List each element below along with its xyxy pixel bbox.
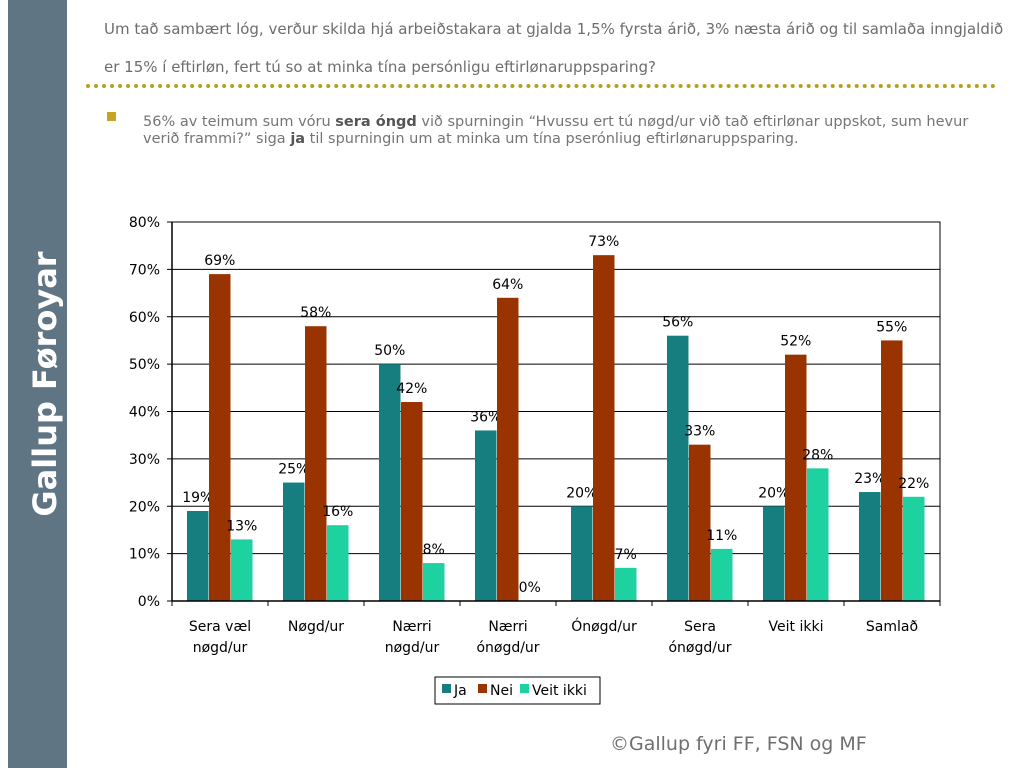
y-tick-label: 10% bbox=[129, 547, 160, 563]
data-label: 20% bbox=[758, 485, 789, 501]
bullet-text-part: við spurningin “Hvussu ert tú nøgd/ur vi… bbox=[143, 114, 969, 147]
y-tick-label: 60% bbox=[129, 310, 160, 326]
bar-veit-ikki bbox=[807, 468, 829, 601]
legend-label: Nei bbox=[490, 683, 513, 699]
data-label: 58% bbox=[300, 305, 331, 321]
bar-nei bbox=[497, 297, 519, 601]
x-tick-label: Ónøgd/ur bbox=[571, 617, 637, 635]
data-label: 73% bbox=[588, 234, 619, 250]
data-label: 23% bbox=[854, 471, 885, 487]
data-label: 42% bbox=[396, 381, 427, 397]
x-tick-label: Nærri bbox=[392, 619, 431, 635]
data-label: 16% bbox=[322, 504, 353, 520]
data-label: 52% bbox=[780, 334, 811, 350]
data-label: 64% bbox=[492, 277, 523, 293]
bullet-bold-part: sera óngd bbox=[335, 114, 417, 130]
legend-label: Veit ikki bbox=[532, 683, 587, 699]
data-label: 36% bbox=[470, 409, 501, 425]
x-tick-label: ónøgd/ur bbox=[668, 640, 731, 656]
x-tick-label: ónøgd/ur bbox=[476, 640, 539, 656]
x-tick-label: nøgd/ur bbox=[385, 640, 440, 656]
y-tick-label: 80% bbox=[129, 215, 160, 231]
y-tick-label: 40% bbox=[129, 405, 160, 421]
bullet-marker bbox=[107, 112, 116, 121]
bar-veit-ikki bbox=[423, 563, 445, 601]
bar-nei bbox=[209, 274, 231, 601]
bar-nei bbox=[401, 402, 423, 601]
y-tick-label: 50% bbox=[129, 357, 160, 373]
x-tick-label: Nøgd/ur bbox=[288, 619, 344, 635]
bullet-text-part: til spurningin um at minka um tína pseró… bbox=[305, 130, 799, 147]
data-label: 33% bbox=[684, 424, 715, 440]
dotted-divider bbox=[86, 84, 996, 88]
legend-swatch bbox=[520, 684, 529, 693]
copyright-text: ©Gallup fyri FF, FSN og MF bbox=[610, 733, 867, 755]
bar-veit-ikki bbox=[327, 525, 349, 601]
x-tick-label: nøgd/ur bbox=[193, 640, 248, 656]
bar-veit-ikki bbox=[903, 496, 925, 601]
data-label: 50% bbox=[374, 343, 405, 359]
data-label: 56% bbox=[662, 315, 693, 331]
bar-nei bbox=[785, 354, 807, 601]
bar-ja bbox=[283, 482, 305, 601]
data-label: 28% bbox=[802, 447, 833, 463]
bar-veit-ikki bbox=[231, 539, 253, 601]
bar-veit-ikki bbox=[615, 567, 637, 601]
data-label: 55% bbox=[876, 319, 907, 335]
data-label: 8% bbox=[423, 542, 445, 558]
bar-ja bbox=[571, 506, 593, 601]
bullet-text-part: 56% av teimum sum vóru bbox=[143, 114, 336, 130]
bar-ja bbox=[667, 335, 689, 601]
bullet-bold-part: ja bbox=[290, 130, 306, 147]
sidebar: Gallup Føroyar bbox=[8, 0, 67, 768]
data-label: 22% bbox=[898, 476, 929, 492]
x-tick-label: Samlað bbox=[866, 619, 918, 635]
data-label: 19% bbox=[182, 490, 213, 506]
x-tick-label: Veit ikki bbox=[769, 619, 824, 635]
bar-ja bbox=[859, 492, 881, 601]
data-label: 13% bbox=[226, 518, 257, 534]
bullet-text: 56% av teimum sum vóru sera óngd við spu… bbox=[143, 114, 973, 147]
bar-nei bbox=[881, 340, 903, 601]
legend-swatch bbox=[478, 684, 487, 693]
question-text: Um tað sambært lóg, verður skilda hjá ar… bbox=[104, 20, 1004, 76]
data-label: 7% bbox=[615, 547, 637, 563]
y-tick-label: 0% bbox=[138, 594, 160, 610]
bar-ja bbox=[475, 430, 497, 601]
data-label: 25% bbox=[278, 462, 309, 478]
data-label: 11% bbox=[706, 528, 737, 544]
bar-veit-ikki bbox=[711, 548, 733, 601]
bar-ja bbox=[379, 364, 401, 601]
y-tick-label: 20% bbox=[129, 499, 160, 515]
x-tick-label: Nærri bbox=[488, 619, 527, 635]
bar-nei bbox=[593, 255, 615, 601]
legend-box bbox=[434, 676, 601, 705]
data-label: 0% bbox=[519, 580, 541, 596]
bar-nei bbox=[305, 326, 327, 601]
bar-ja bbox=[763, 506, 785, 601]
data-label: 20% bbox=[566, 485, 597, 501]
x-tick-label: Sera væl bbox=[189, 619, 251, 635]
bar-ja bbox=[187, 510, 209, 601]
legend-label: Ja bbox=[453, 683, 467, 699]
y-tick-label: 30% bbox=[129, 452, 160, 468]
bar-nei bbox=[689, 444, 711, 601]
x-tick-label: Sera bbox=[684, 619, 716, 635]
legend-swatch bbox=[442, 684, 451, 693]
y-tick-label: 70% bbox=[129, 262, 160, 278]
data-label: 69% bbox=[204, 253, 235, 269]
